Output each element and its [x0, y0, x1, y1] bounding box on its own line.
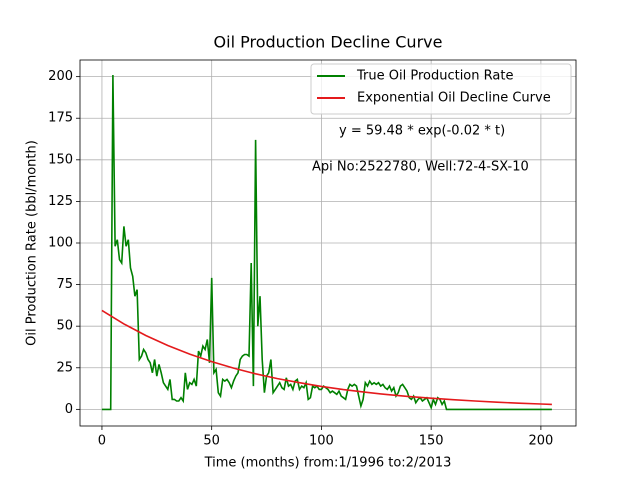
x-axis-label: Time (months) from:1/1996 to:2/2013: [204, 456, 452, 471]
data-line: [101, 309, 552, 406]
y-tick-label: 100: [48, 236, 73, 251]
legend-label: True Oil Production Rate: [356, 69, 513, 84]
y-tick-label: 0: [65, 402, 73, 417]
y-tick-label: 200: [48, 69, 73, 84]
plot-frame: [79, 59, 577, 427]
annotation: y = 59.48 * exp(-0.02 * t): [339, 124, 505, 139]
x-tick-label: 100: [309, 434, 334, 449]
y-tick-label: 50: [56, 319, 73, 334]
y-tick-label: 25: [56, 360, 73, 375]
y-tick-label: 75: [56, 277, 73, 292]
x-tick-label: 50: [203, 434, 220, 449]
x-tick-label: 0: [98, 434, 106, 449]
legend-box: [310, 63, 572, 115]
x-tick-label: 200: [528, 434, 553, 449]
y-tick-label: 175: [48, 111, 73, 126]
x-tick-label: 150: [419, 434, 444, 449]
y-axis-label: Oil Production Rate (bbl/month): [25, 140, 40, 346]
y-tick-label: 125: [48, 194, 73, 209]
annotation: Api No:2522780, Well:72-4-SX-10: [312, 160, 529, 175]
legend-label: Exponential Oil Decline Curve: [357, 91, 551, 106]
chart-title: Oil Production Decline Curve: [214, 33, 443, 52]
y-tick-label: 150: [48, 152, 73, 167]
data-line: [101, 74, 552, 411]
